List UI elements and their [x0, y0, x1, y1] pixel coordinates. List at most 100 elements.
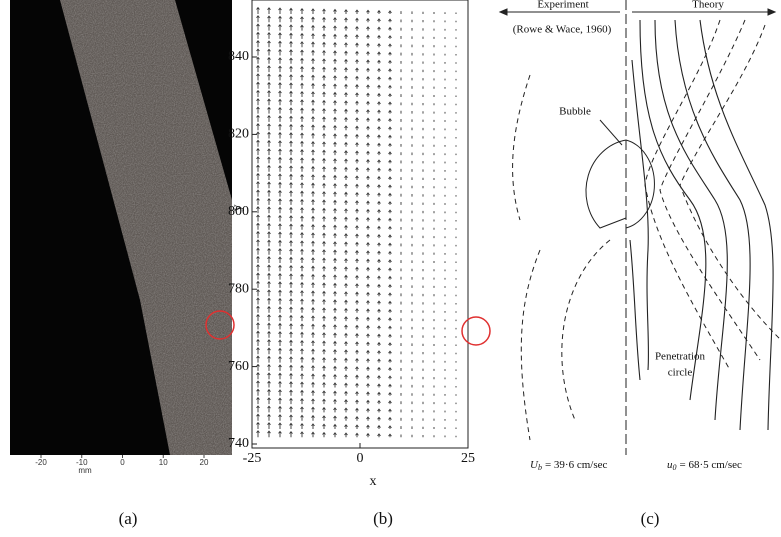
- vector-head: [366, 408, 370, 411]
- vector-head: [355, 407, 359, 411]
- vector-head: [388, 217, 392, 221]
- vector-head: [322, 41, 326, 45]
- vector-head: [388, 300, 392, 304]
- vector-head: [344, 291, 348, 295]
- vector-head: [278, 156, 282, 160]
- vector-head: [344, 33, 348, 37]
- vector-head: [311, 99, 315, 103]
- vector-head: [311, 431, 315, 435]
- vector-head: [344, 191, 348, 195]
- vector-head: [377, 341, 381, 345]
- vector-head: [300, 298, 304, 302]
- vector-head: [267, 347, 271, 351]
- vector-head: [256, 15, 260, 19]
- vector-head: [355, 117, 359, 121]
- vector-head: [366, 150, 370, 154]
- caption: (b): [373, 509, 393, 528]
- vector-head: [333, 290, 337, 294]
- vector-head: [311, 240, 315, 244]
- vector-head: [333, 241, 337, 245]
- vector-head: [311, 365, 315, 369]
- vector-head: [344, 241, 348, 245]
- vector-head: [333, 149, 337, 153]
- vector-head: [311, 91, 315, 95]
- vector-head: [322, 323, 326, 327]
- highlight-circle: [461, 316, 491, 346]
- vector-head: [300, 190, 304, 194]
- y-tick-label: 820: [228, 127, 249, 142]
- vector-head: [267, 32, 271, 35]
- vector-head: [355, 167, 359, 170]
- vector-head: [300, 306, 304, 310]
- vector-head: [300, 74, 304, 78]
- vector-head: [333, 423, 337, 427]
- vector-head: [388, 250, 392, 254]
- source: (Rowe & Wace, 1960): [513, 24, 612, 36]
- vector-head: [344, 399, 348, 403]
- vector-head: [278, 181, 282, 185]
- vector-head: [388, 308, 392, 312]
- vector-head: [267, 131, 271, 135]
- vector-head: [355, 42, 359, 46]
- vector-head: [388, 26, 392, 30]
- vector-head: [333, 207, 337, 211]
- vector-head: [366, 291, 370, 295]
- vector-head: [278, 306, 282, 310]
- vector-head: [256, 313, 260, 317]
- vector-head: [289, 123, 293, 127]
- vector-head: [278, 106, 282, 110]
- vector-head: [388, 284, 392, 287]
- vector-head: [366, 275, 370, 279]
- vector-head: [322, 174, 326, 178]
- vector-head: [311, 66, 315, 70]
- vector-head: [344, 17, 348, 21]
- vector-head: [388, 118, 392, 121]
- vector-head: [333, 224, 337, 228]
- y-tick-label: 840: [228, 49, 249, 64]
- vector-head: [377, 375, 381, 379]
- vector-head: [344, 233, 348, 237]
- vector-head: [355, 266, 359, 270]
- vector-head: [355, 299, 359, 303]
- vector-head: [355, 316, 359, 320]
- vector-head: [311, 224, 315, 227]
- vector-head: [377, 51, 381, 55]
- vector-head: [256, 56, 260, 60]
- vector-head: [333, 373, 337, 377]
- vector-head: [366, 109, 370, 113]
- vector-head: [322, 274, 326, 278]
- vector-head: [388, 59, 392, 63]
- vector-head: [267, 189, 271, 193]
- vector-head: [322, 365, 326, 369]
- vector-head: [388, 184, 392, 188]
- vector-head: [322, 157, 326, 161]
- vector-head: [377, 391, 381, 395]
- vector-head: [355, 283, 359, 287]
- vector-head: [333, 91, 337, 95]
- vector-head: [267, 405, 271, 409]
- vector-head: [300, 248, 304, 252]
- vector-head: [289, 397, 293, 401]
- vector-head: [256, 172, 260, 176]
- vector-head: [366, 374, 370, 378]
- vector-head: [333, 357, 337, 361]
- vector-head: [300, 49, 304, 53]
- vector-head: [300, 57, 304, 61]
- vector-head: [289, 289, 293, 293]
- vector-head: [267, 156, 271, 160]
- vector-head: [322, 232, 326, 236]
- vector-head: [322, 290, 326, 294]
- vector-head: [344, 307, 348, 311]
- vector-head: [366, 358, 370, 362]
- vector-head: [256, 98, 260, 102]
- vector-head: [355, 125, 359, 129]
- vector-head: [355, 142, 359, 146]
- vector-head: [300, 16, 304, 20]
- vector-head: [311, 323, 315, 327]
- vector-head: [333, 41, 337, 45]
- vector-head: [344, 9, 348, 12]
- vector-head: [344, 108, 348, 112]
- vector-head: [388, 375, 392, 379]
- particle-noise: [60, 0, 232, 455]
- vector-head: [322, 66, 326, 70]
